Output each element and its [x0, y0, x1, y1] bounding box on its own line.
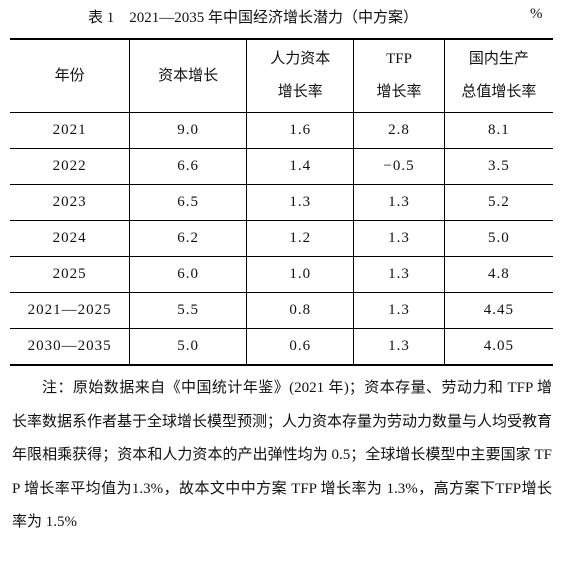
table-cell: 2025: [10, 256, 131, 293]
table-cell: 2023: [10, 184, 131, 221]
table-cell: 6.0: [129, 256, 248, 293]
title-bar: 表 1 2021—2035 年中国经济增长潜力（中方案） %: [0, 4, 561, 28]
table-cell: 4.8: [443, 256, 553, 293]
table-cell: 2.8: [353, 112, 445, 149]
unit: %: [530, 6, 543, 22]
table-cell: 0.6: [246, 328, 355, 366]
table-cell: 4.05: [443, 328, 553, 366]
table-cell: 0.8: [246, 292, 355, 329]
table-cell: 6.5: [129, 184, 248, 221]
table-cell: 1.3: [353, 328, 445, 366]
table-cell: 2030—2035: [10, 328, 131, 366]
header-cell: 人力资本 增长率: [246, 38, 355, 113]
table-cell: 9.0: [129, 112, 248, 149]
table-cell: 1.3: [353, 184, 445, 221]
table-cell: 1.3: [353, 256, 445, 293]
header-cell: 年份: [10, 38, 131, 113]
table-title: 表 1 2021—2035 年中国经济增长潜力（中方案）: [88, 10, 419, 26]
table-cell: 1.3: [246, 184, 355, 221]
table-cell: 8.1: [443, 112, 553, 149]
header-cell: 国内生产 总值增长率: [443, 38, 553, 113]
header-row: 年份 资本增长 人力资本 增长率 TFP 增长率 国内生产 总值增长率: [10, 38, 553, 113]
table-cell: −0.5: [353, 148, 445, 185]
table-cell: 1.4: [246, 148, 355, 185]
table-row: 2021 9.0 1.6 2.8 8.1: [10, 112, 553, 149]
note: 注：原始数据来自《中国统计年鉴》(2021 年)；资本存量、劳动力和 TFP 增…: [12, 380, 553, 530]
table-row: 2030—2035 5.0 0.6 1.3 4.05: [10, 328, 553, 366]
table-cell: 2022: [10, 148, 131, 185]
table-cell: 5.0: [443, 220, 553, 257]
table-cell: 1.6: [246, 112, 355, 149]
table-cell: 2024: [10, 220, 131, 257]
table-cell: 1.3: [353, 220, 445, 257]
table-row: 2022 6.6 1.4 −0.5 3.5: [10, 148, 553, 185]
header-cell: TFP 增长率: [353, 38, 445, 113]
table-cell: 5.5: [129, 292, 248, 329]
table-cell: 1.3: [353, 292, 445, 329]
table-cell: 3.5: [443, 148, 553, 185]
table-cell: 5.2: [443, 184, 553, 221]
data-table: 年份 资本增长 人力资本 增长率 TFP 增长率 国内生产 总值增长率 2021 9.0 1…: [10, 38, 553, 366]
table-row: 2025 6.0 1.0 1.3 4.8: [10, 256, 553, 293]
table-cell: 2021—2025: [10, 292, 131, 329]
table-cell: 6.6: [129, 148, 248, 185]
table-row: 2024 6.2 1.2 1.3 5.0: [10, 220, 553, 257]
table-cell: 4.45: [443, 292, 553, 329]
table-cell: 1.0: [246, 256, 355, 293]
table-cell: 5.0: [129, 328, 248, 366]
table-cell: 6.2: [129, 220, 248, 257]
table-cell: 2021: [10, 112, 131, 149]
table-cell: 1.2: [246, 220, 355, 257]
header-cell: 资本增长: [129, 38, 248, 113]
table-row: 2021—2025 5.5 0.8 1.3 4.45: [10, 292, 553, 329]
table-row: 2023 6.5 1.3 1.3 5.2: [10, 184, 553, 221]
table-body: 2021 9.0 1.6 2.8 8.1 2022 6.6 1.4 −0.5 3.5 2023 6.5…: [10, 112, 553, 366]
